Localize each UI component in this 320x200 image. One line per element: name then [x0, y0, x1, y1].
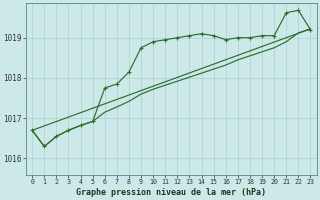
X-axis label: Graphe pression niveau de la mer (hPa): Graphe pression niveau de la mer (hPa): [76, 188, 266, 197]
